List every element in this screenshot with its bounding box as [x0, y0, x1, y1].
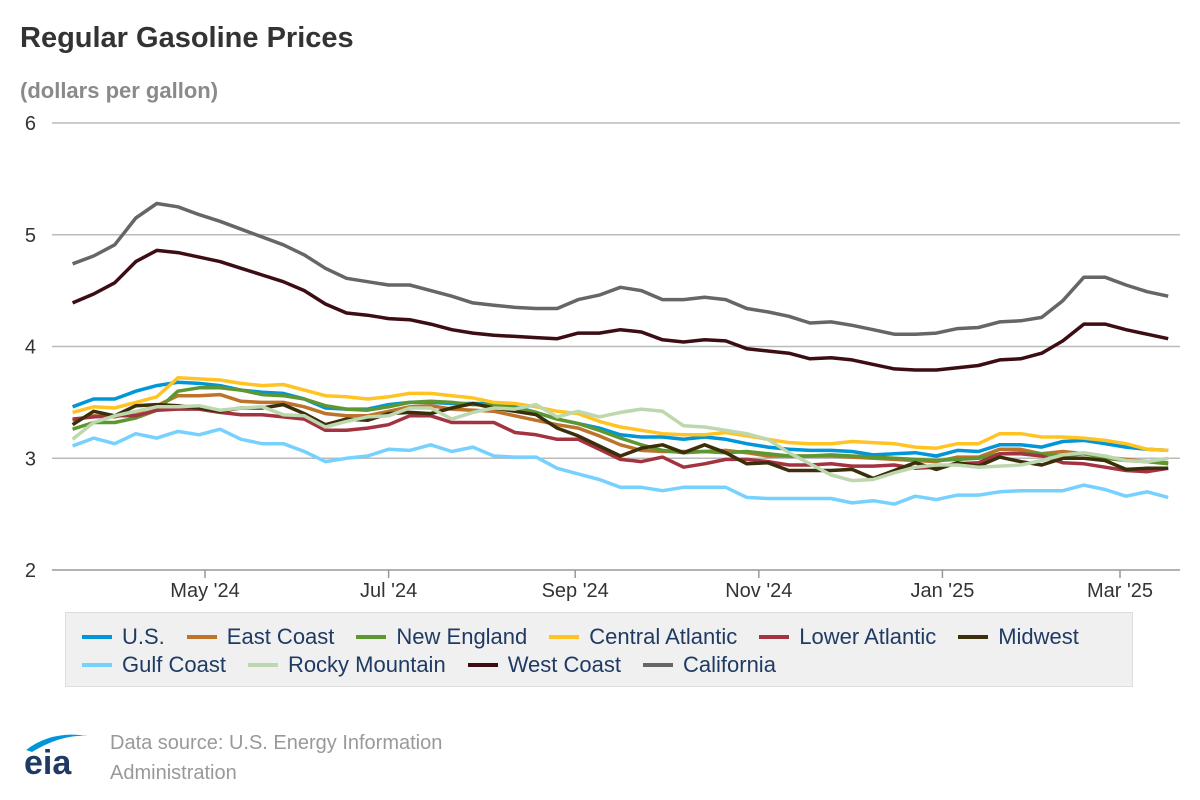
series-line-lower-atlantic [72, 407, 1169, 474]
legend-label: Lower Atlantic [799, 624, 937, 649]
legend-label: Rocky Mountain [287, 652, 446, 677]
series-line-east-coast [72, 392, 1169, 465]
legend-swatch [759, 635, 790, 639]
series-line-gulf-coast [71, 427, 1169, 506]
legend-item[interactable]: Gulf Coast [82, 652, 226, 678]
y-tick-label: 6 [25, 113, 36, 135]
legend-item[interactable]: Central Atlantic [549, 624, 737, 650]
legend-row: U.S. East Coast New England Central Atlanti… [82, 623, 1132, 651]
legend-label: New England [396, 624, 528, 649]
y-tick-label: 4 [25, 337, 36, 359]
legend-swatch [186, 635, 217, 639]
legend-swatch [82, 663, 112, 667]
legend-item[interactable]: Rocky Mountain [247, 652, 446, 678]
x-tick-label: May '24 [170, 580, 239, 602]
legend-swatch [643, 663, 673, 667]
chart-title: Regular Gasoline Prices [20, 22, 354, 54]
legend-label: Gulf Coast [122, 652, 226, 677]
series-line-west-coast [71, 248, 1169, 372]
series-line-california [71, 201, 1169, 336]
legend-item[interactable]: Midwest [958, 624, 1079, 650]
legend-swatch [549, 635, 580, 639]
series-line-rocky-mountain [71, 402, 1169, 483]
x-tick-label: Nov '24 [725, 580, 792, 602]
legend-label: Central Atlantic [589, 624, 738, 649]
legend-label: West Coast [507, 652, 621, 677]
series-line-new-england [72, 386, 1169, 466]
series-line-central-atlantic [72, 376, 1169, 453]
legend-swatch [82, 635, 112, 639]
legend-swatch [247, 663, 278, 667]
source-line-2: Administration [110, 762, 237, 784]
legend-swatch [958, 635, 989, 639]
legend-swatch [467, 663, 498, 667]
x-tick-label: Mar '25 [1087, 580, 1153, 602]
data-source: Data source: U.S. Energy Information Adm… [110, 728, 442, 788]
x-tick-label: Jul '24 [360, 580, 417, 602]
legend-item[interactable]: West Coast [467, 652, 621, 678]
x-tick-label: Sep '24 [542, 580, 609, 602]
legend: U.S. East Coast New England Central Atlanti… [65, 612, 1133, 687]
eia-logo: eia [24, 734, 88, 780]
y-tick-label: 5 [25, 225, 36, 247]
legend-label: Midwest [998, 624, 1079, 649]
legend-item[interactable]: California [643, 652, 776, 678]
chart-subtitle: (dollars per gallon) [20, 78, 219, 103]
source-line-1: Data source: U.S. Energy Information [110, 732, 443, 754]
line-chart: 2 3 4 5 6 May '24 Jul '24 Sep '24 Nov '24 Jan '25… [25, 113, 1180, 602]
legend-label: East Coast [226, 624, 335, 649]
legend-label: California [683, 652, 776, 677]
legend-row: Gulf Coast Rocky Mountain West Coast Califo… [82, 651, 1132, 679]
legend-item[interactable]: Lower Atlantic [759, 624, 936, 650]
x-tick-label: Jan '25 [910, 580, 974, 602]
y-tick-label: 3 [25, 448, 36, 470]
y-tick-label: 2 [25, 560, 36, 582]
legend-label: U.S. [122, 624, 165, 649]
legend-item[interactable]: New England [356, 624, 527, 650]
legend-swatch [356, 635, 387, 639]
svg-text:eia: eia [24, 744, 72, 780]
legend-item[interactable]: U.S. [82, 624, 165, 650]
legend-item[interactable]: East Coast [186, 624, 335, 650]
